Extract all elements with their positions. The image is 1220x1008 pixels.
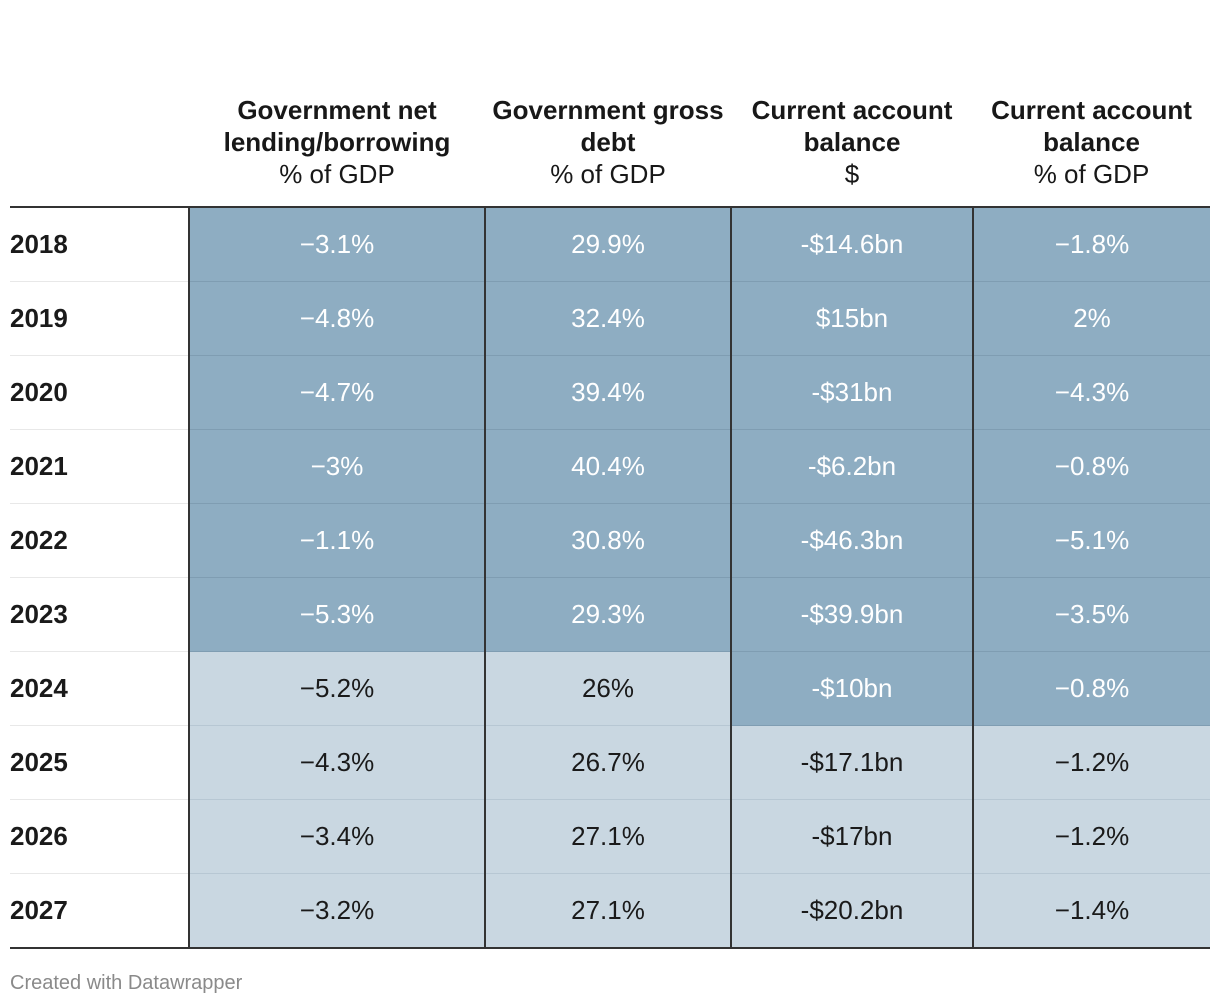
- row-year-label: 2025: [10, 725, 189, 800]
- table-row: 2023 −5.3% 29.3% -$39.9bn −3.5%: [10, 577, 1210, 652]
- cell-net-lending: −1.1%: [188, 503, 485, 578]
- column-title: Government gross debt: [492, 95, 724, 157]
- table-row: 2024 −5.2% 26% -$10bn −0.8%: [10, 651, 1210, 726]
- cell-current-account-usd: -$31bn: [730, 355, 973, 430]
- cell-current-account-gdp: −4.3%: [972, 355, 1210, 430]
- row-year-label: 2022: [10, 503, 189, 578]
- cell-gross-debt: 27.1%: [484, 799, 731, 874]
- cell-current-account-usd: -$39.9bn: [730, 577, 973, 652]
- cell-current-account-gdp: −1.8%: [972, 207, 1210, 282]
- cell-gross-debt: 30.8%: [484, 503, 731, 578]
- cell-current-account-gdp: 2%: [972, 281, 1210, 356]
- cell-current-account-gdp: −1.4%: [972, 873, 1210, 949]
- cell-current-account-usd: $15bn: [730, 281, 973, 356]
- cell-current-account-usd: -$20.2bn: [730, 873, 973, 949]
- table-row: 2020 −4.7% 39.4% -$31bn −4.3%: [10, 355, 1210, 430]
- cell-net-lending: −3.4%: [188, 799, 485, 874]
- cell-gross-debt: 32.4%: [484, 281, 731, 356]
- column-header-net-lending: Government net lending/borrowing % of GD…: [189, 0, 485, 208]
- cell-net-lending: −5.3%: [188, 577, 485, 652]
- cell-current-account-usd: -$17.1bn: [730, 725, 973, 800]
- cell-net-lending: −4.3%: [188, 725, 485, 800]
- column-unit: $: [844, 159, 860, 189]
- year-column-header: [10, 0, 189, 208]
- table-row: 2019 −4.8% 32.4% $15bn 2%: [10, 281, 1210, 356]
- cell-net-lending: −3%: [188, 429, 485, 504]
- table-row: 2021 −3% 40.4% -$6.2bn −0.8%: [10, 429, 1210, 504]
- cell-current-account-usd: -$46.3bn: [730, 503, 973, 578]
- row-year-label: 2024: [10, 651, 189, 726]
- cell-current-account-gdp: −0.8%: [972, 429, 1210, 504]
- column-unit: % of GDP: [279, 159, 395, 189]
- cell-current-account-gdp: −3.5%: [972, 577, 1210, 652]
- row-year-label: 2021: [10, 429, 189, 504]
- column-title: Current account balance: [991, 95, 1192, 157]
- cell-net-lending: −3.2%: [188, 873, 485, 949]
- row-year-label: 2026: [10, 799, 189, 874]
- cell-net-lending: −4.8%: [188, 281, 485, 356]
- table-body: 2018 −3.1% 29.9% -$14.6bn −1.8% 2019 −4.8% 32.4…: [10, 207, 1210, 949]
- cell-net-lending: −5.2%: [188, 651, 485, 726]
- cell-gross-debt: 29.3%: [484, 577, 731, 652]
- table-row: 2025 −4.3% 26.7% -$17.1bn −1.2%: [10, 725, 1210, 800]
- column-header-gross-debt: Government gross debt % of GDP: [485, 0, 731, 208]
- cell-gross-debt: 29.9%: [484, 207, 731, 282]
- data-table-container: Government net lending/borrowing % of GD…: [10, 0, 1210, 949]
- column-header-current-account-usd: Current account balance $: [731, 0, 973, 208]
- row-year-label: 2027: [10, 873, 189, 949]
- row-year-label: 2020: [10, 355, 189, 430]
- cell-gross-debt: 40.4%: [484, 429, 731, 504]
- cell-current-account-gdp: −1.2%: [972, 799, 1210, 874]
- column-title: Current account balance: [751, 95, 953, 157]
- economic-indicators-table: Government net lending/borrowing % of GD…: [10, 0, 1210, 949]
- cell-current-account-usd: -$10bn: [730, 651, 973, 726]
- cell-gross-debt: 26.7%: [484, 725, 731, 800]
- cell-current-account-gdp: −5.1%: [972, 503, 1210, 578]
- cell-current-account-gdp: −1.2%: [972, 725, 1210, 800]
- header-row: Government net lending/borrowing % of GD…: [10, 0, 1210, 208]
- cell-current-account-usd: -$14.6bn: [730, 207, 973, 282]
- row-year-label: 2023: [10, 577, 189, 652]
- table-row: 2026 −3.4% 27.1% -$17bn −1.2%: [10, 799, 1210, 874]
- column-header-current-account-gdp: Current account balance % of GDP: [973, 0, 1210, 208]
- cell-gross-debt: 39.4%: [484, 355, 731, 430]
- cell-current-account-usd: -$17bn: [730, 799, 973, 874]
- table-row: 2018 −3.1% 29.9% -$14.6bn −1.8%: [10, 207, 1210, 282]
- cell-gross-debt: 26%: [484, 651, 731, 726]
- row-year-label: 2018: [10, 207, 189, 282]
- cell-net-lending: −3.1%: [188, 207, 485, 282]
- cell-net-lending: −4.7%: [188, 355, 485, 430]
- column-title: Government net lending/borrowing: [223, 95, 451, 157]
- row-year-label: 2019: [10, 281, 189, 356]
- table-row: 2022 −1.1% 30.8% -$46.3bn −5.1%: [10, 503, 1210, 578]
- table-row: 2027 −3.2% 27.1% -$20.2bn −1.4%: [10, 873, 1210, 949]
- datawrapper-credit: Created with Datawrapper: [10, 972, 243, 994]
- cell-current-account-gdp: −0.8%: [972, 651, 1210, 726]
- column-unit: % of GDP: [550, 159, 666, 189]
- column-unit: % of GDP: [1033, 159, 1150, 189]
- cell-gross-debt: 27.1%: [484, 873, 731, 949]
- cell-current-account-usd: -$6.2bn: [730, 429, 973, 504]
